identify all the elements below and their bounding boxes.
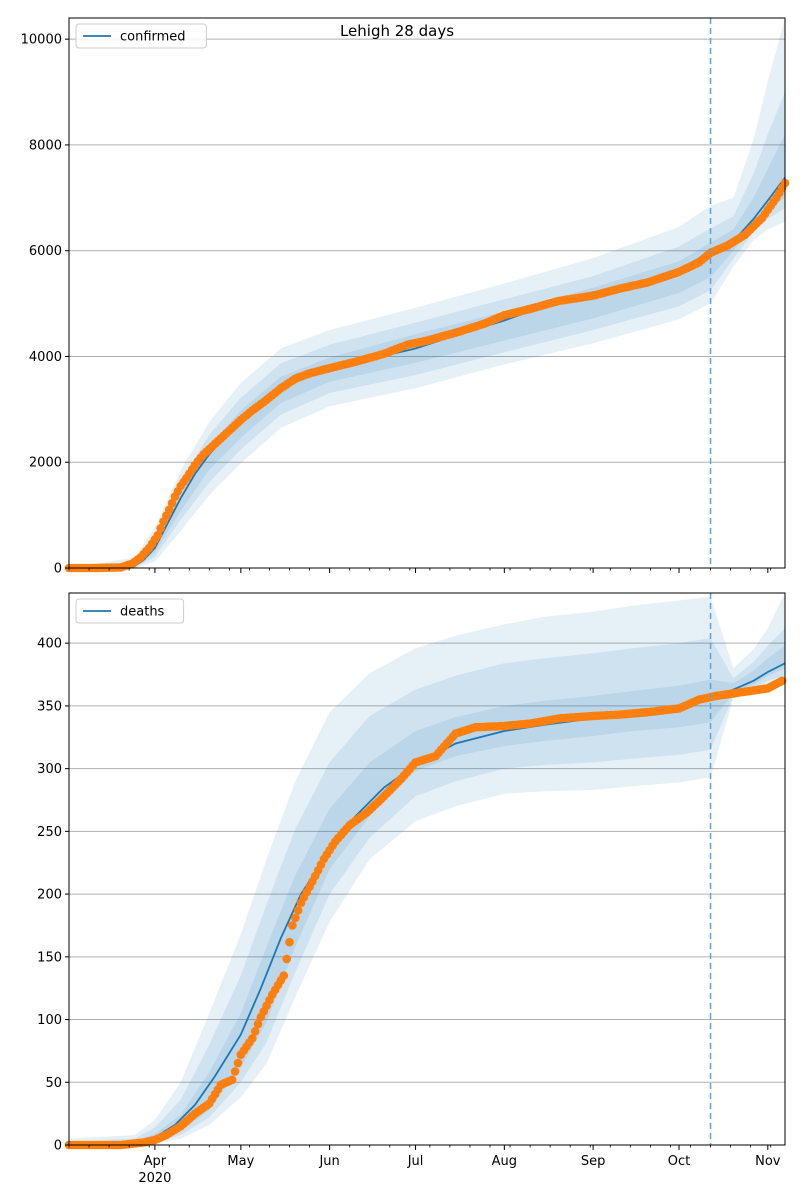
uncertainty-band-1 [69, 18, 785, 568]
legend-box [75, 23, 207, 49]
observed-point [253, 1019, 263, 1029]
observed-point [777, 676, 787, 686]
y-tick-label: 6000 [29, 244, 62, 259]
uncertainty-bands [69, 18, 785, 568]
observed-point [285, 937, 294, 947]
observed-point [293, 906, 303, 915]
observed-point [250, 1027, 260, 1036]
x-tick-label: Apr [144, 1154, 167, 1169]
legend: deaths [75, 598, 185, 624]
y-tick-label: 100 [37, 1013, 62, 1028]
y-tick-label: 2000 [29, 456, 62, 471]
legend: confirmed [75, 23, 207, 49]
y-tick-label: 400 [37, 637, 62, 652]
observed-point [153, 530, 163, 540]
y-tick-label: 350 [37, 699, 62, 714]
y-tick-label: 250 [37, 825, 62, 840]
observed-point [291, 913, 300, 923]
y-tick-label: 4000 [29, 350, 62, 365]
x-tick-label: Oct [668, 1154, 690, 1169]
observed-point [233, 1058, 243, 1068]
observed-point [282, 954, 292, 964]
observed-points [64, 676, 787, 1150]
y-tick-label: 8000 [29, 138, 62, 153]
y-tick-label: 150 [37, 950, 62, 965]
x-tick-label: Aug [492, 1154, 517, 1169]
y-tick-label: 200 [37, 888, 62, 903]
observed-point [227, 1075, 237, 1085]
legend-label: deaths [120, 605, 165, 620]
uncertainty-band-1 [69, 593, 785, 1145]
x-tick-sublabel: 2020 [138, 1171, 171, 1186]
y-tick-label: 10000 [21, 33, 62, 48]
observed-point [164, 505, 174, 515]
x-tick-label: Jun [318, 1154, 339, 1169]
observed-points [64, 178, 790, 573]
legend-box [75, 598, 185, 624]
axes-frame [68, 592, 786, 1146]
y-tick-label: 0 [54, 562, 62, 577]
observed-point [279, 971, 289, 980]
legend-label: confirmed [120, 30, 186, 45]
observed-point [167, 498, 177, 508]
deaths-panel: 0 50 100 150 200 250 300 350 400 Apr 2020 May Jun Jul… [37, 592, 787, 1186]
uncertainty-band-2 [69, 92, 785, 568]
observed-point [230, 1067, 240, 1076]
figure-title: Lehigh 28 days [340, 22, 454, 40]
confirmed-panel: 0 2000 4000 6000 8000 10000 confirmed [21, 17, 790, 577]
observed-point [156, 524, 165, 533]
uncertainty-band-3 [69, 134, 785, 568]
x-tick-label: Sep [581, 1154, 606, 1169]
observed-point [248, 1034, 257, 1043]
x-tick-label: Nov [755, 1154, 781, 1169]
x-tick-label: May [227, 1154, 254, 1169]
observed-point [288, 921, 297, 930]
y-tick-label: 300 [37, 762, 62, 777]
y-tick-label: 50 [45, 1076, 62, 1091]
y-tick-label: 0 [54, 1139, 62, 1154]
axes-frame [68, 17, 786, 569]
x-tick-label: Jul [407, 1154, 424, 1169]
